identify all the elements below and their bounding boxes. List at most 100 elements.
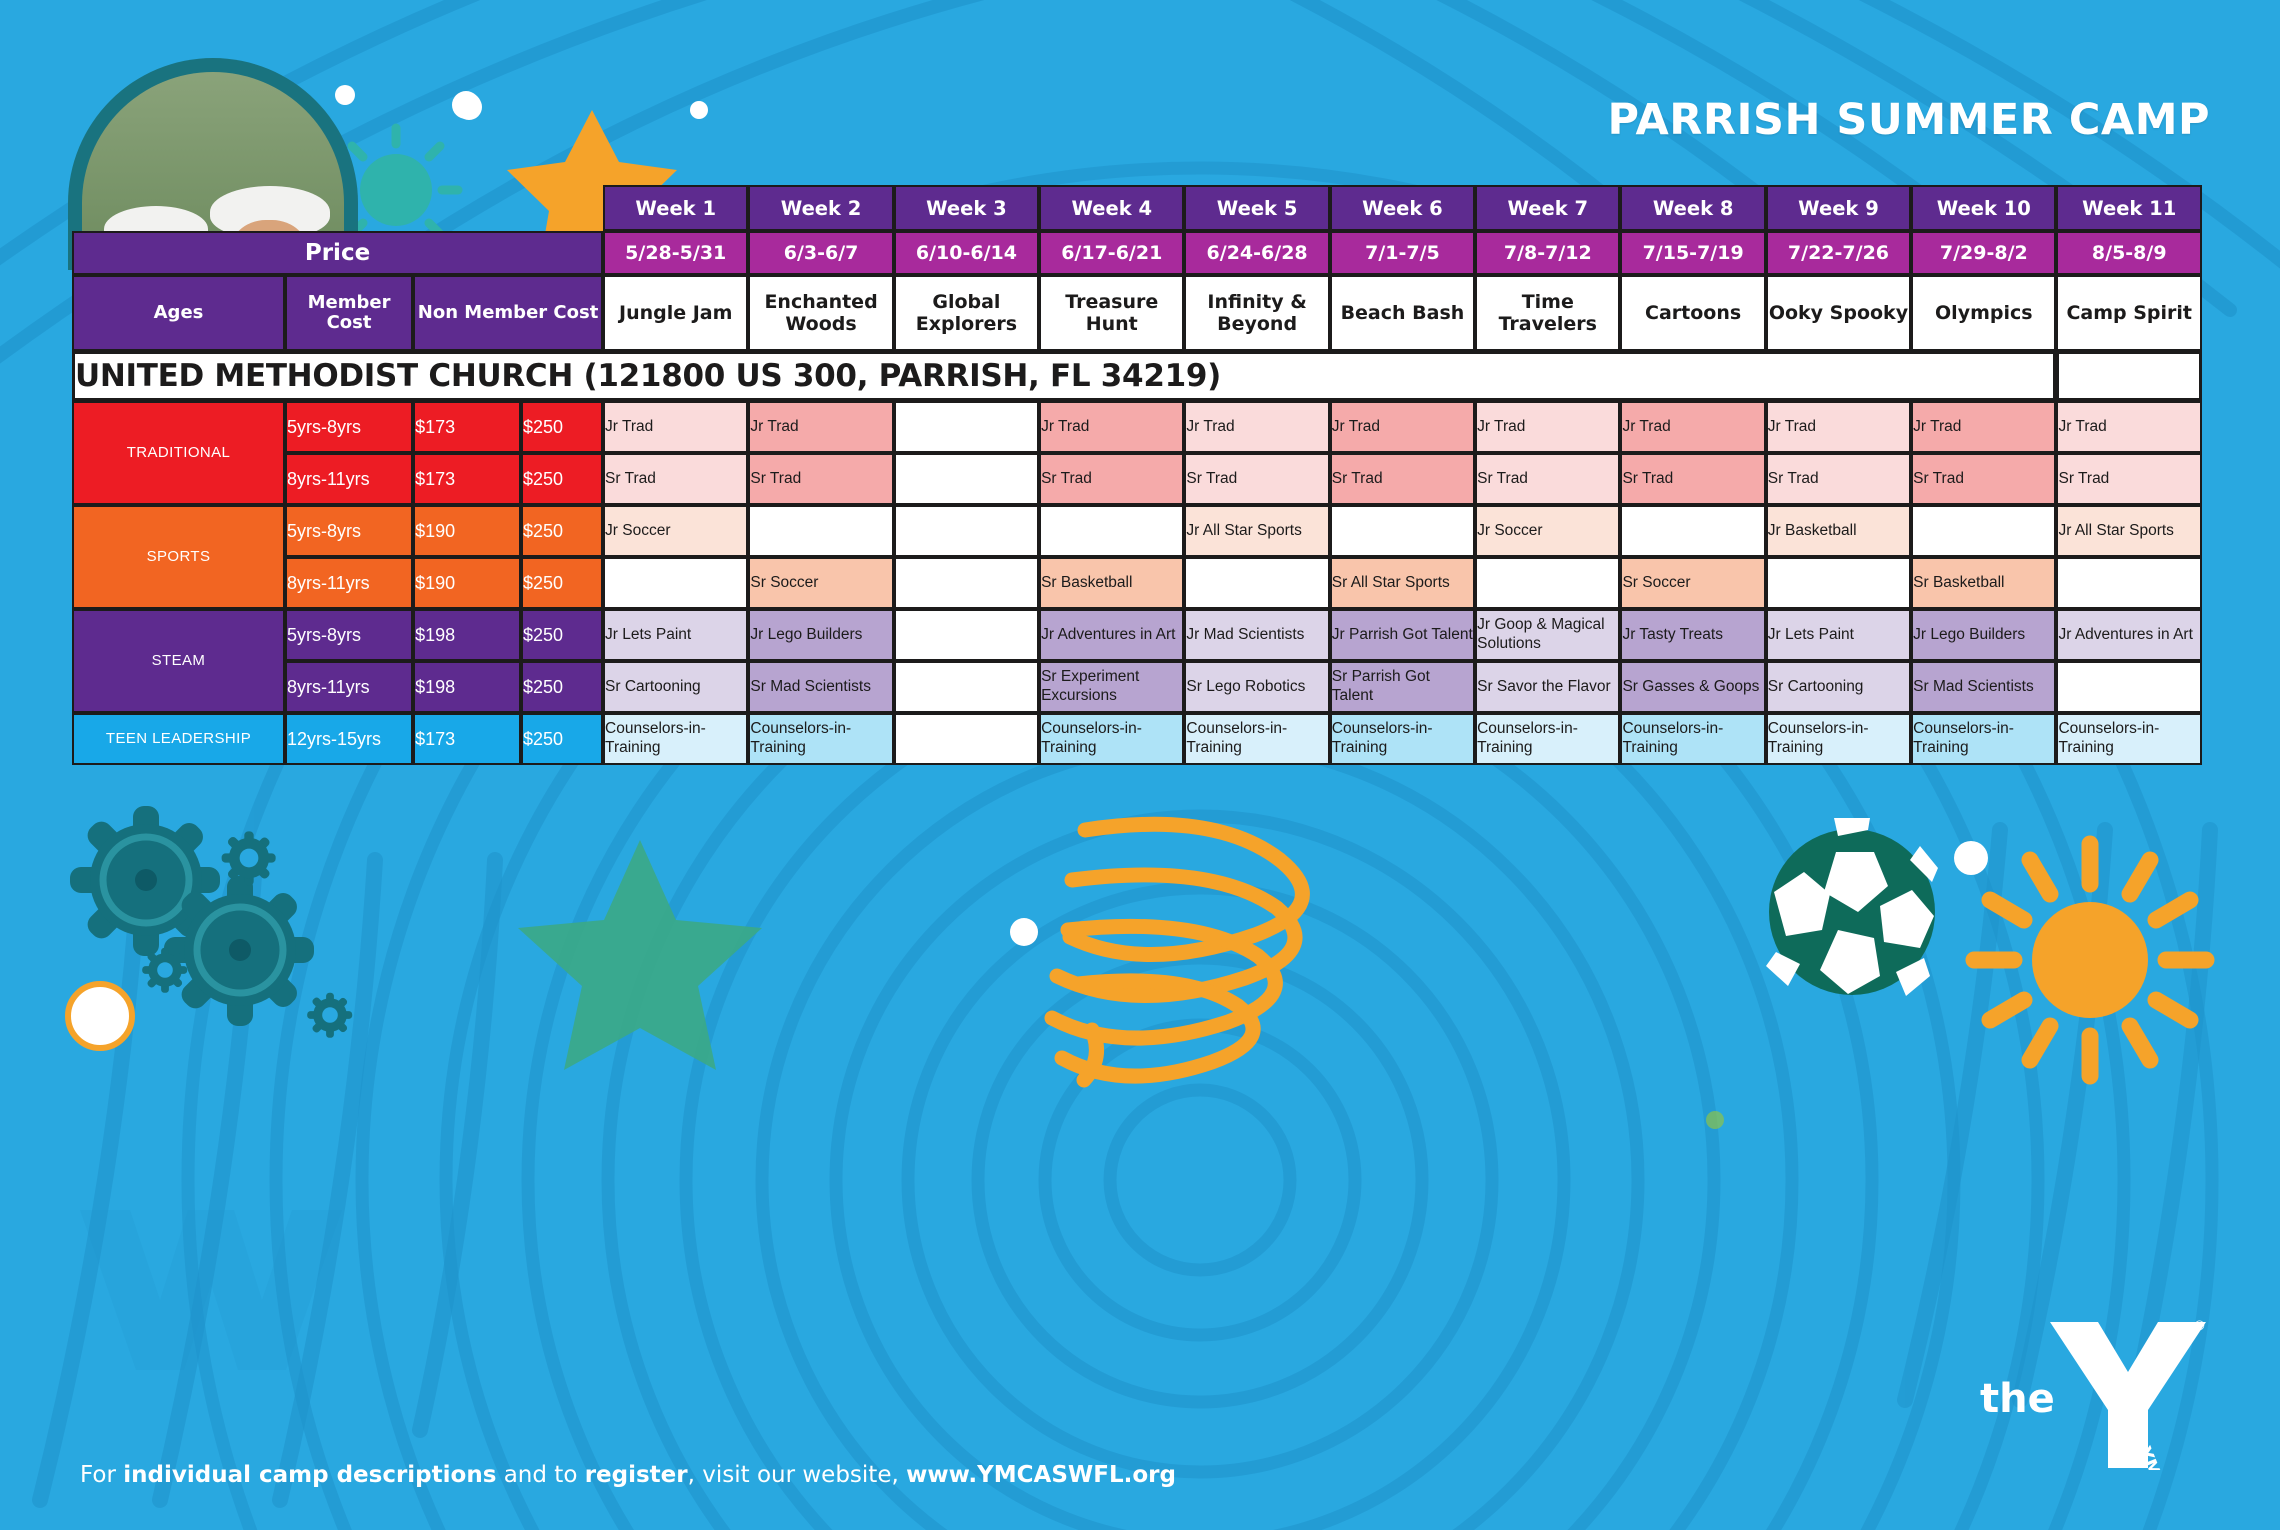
- program-cell[interactable]: Sr Basketball: [1911, 557, 2057, 609]
- program-cell[interactable]: Jr Lets Paint: [1765, 609, 1912, 661]
- program-cell[interactable]: Sr Trad: [1039, 453, 1185, 505]
- program-cell[interactable]: Sr Trad: [1765, 453, 1912, 505]
- program-cell[interactable]: Jr Trad: [1765, 401, 1912, 453]
- program-cell[interactable]: Jr Lego Builders: [1911, 609, 2057, 661]
- program-cell[interactable]: Jr Trad: [748, 401, 894, 453]
- footer-note: For individual camp descriptions and to …: [80, 1462, 1176, 1488]
- program-cell[interactable]: Sr Cartooning: [603, 661, 749, 713]
- program-cell[interactable]: Jr Mad Scientists: [1184, 609, 1330, 661]
- program-cell[interactable]: [2056, 557, 2202, 609]
- program-cell[interactable]: Sr Trad: [603, 453, 749, 505]
- program-cell[interactable]: Sr Trad: [1329, 453, 1476, 505]
- non-member-cost-cell: $250: [521, 609, 604, 661]
- price-header: Price: [72, 231, 604, 275]
- program-cell[interactable]: Counselors-in-Training: [1475, 713, 1621, 765]
- non-member-cost-cell: $250: [521, 661, 604, 713]
- program-cell[interactable]: [893, 505, 1040, 557]
- program-cell[interactable]: [1184, 557, 1330, 609]
- program-cell[interactable]: Sr All Star Sports: [1329, 557, 1476, 609]
- member-cost-cell: $190: [413, 557, 522, 609]
- program-cell[interactable]: Sr Cartooning: [1765, 661, 1912, 713]
- footer-website-link[interactable]: www.YMCASWFL.org: [906, 1462, 1176, 1488]
- program-cell[interactable]: [2056, 661, 2202, 713]
- week-dates-8: 7/15-7/19: [1620, 231, 1766, 275]
- program-cell[interactable]: Jr Goop & Magical Solutions: [1475, 609, 1621, 661]
- program-cell[interactable]: Jr Soccer: [603, 505, 749, 557]
- table-row: TRADITIONAL 5yrs-8yrs $173 $250 Jr Trad Jr Tr…: [72, 401, 2202, 505]
- program-cell[interactable]: Jr Adventures in Art: [1039, 609, 1185, 661]
- program-cell[interactable]: Jr Adventures in Art: [2056, 609, 2202, 661]
- program-cell[interactable]: Sr Lego Robotics: [1184, 661, 1330, 713]
- program-cell[interactable]: Sr Experiment Excursions: [1039, 661, 1185, 713]
- program-cell[interactable]: Sr Mad Scientists: [748, 661, 894, 713]
- program-cell[interactable]: Sr Soccer: [748, 557, 894, 609]
- program-cell[interactable]: [1911, 505, 2057, 557]
- gear-icon: [70, 806, 353, 1038]
- week-dates-11: 8/5-8/9: [2056, 231, 2202, 275]
- non-member-cost-cell: $250: [521, 505, 604, 557]
- dot-decoration: [1706, 1111, 1724, 1129]
- program-cell[interactable]: Jr Basketball: [1765, 505, 1912, 557]
- week-dates-row: Price 5/28-5/31 6/3-6/7 6/10-6/14 6/17-6/21 6…: [72, 231, 2202, 275]
- program-cell[interactable]: Sr Basketball: [1039, 557, 1185, 609]
- program-cell[interactable]: Jr Trad: [1911, 401, 2057, 453]
- program-cell[interactable]: Counselors-in-Training: [1911, 713, 2057, 765]
- program-cell[interactable]: Counselors-in-Training: [748, 713, 894, 765]
- age-range-cell: 5yrs-8yrs: [285, 609, 414, 661]
- dot-decoration: [452, 91, 480, 119]
- week-theme-7: Time Travelers: [1475, 275, 1621, 351]
- program-cell[interactable]: [893, 453, 1040, 505]
- program-cell[interactable]: Sr Gasses & Goops: [1620, 661, 1766, 713]
- program-cell[interactable]: Sr Trad: [1911, 453, 2057, 505]
- program-cell[interactable]: Jr Lets Paint: [603, 609, 749, 661]
- week-header-2: Week 2: [748, 185, 894, 231]
- program-cell[interactable]: Sr Trad: [748, 453, 894, 505]
- program-cell[interactable]: Jr Soccer: [1475, 505, 1621, 557]
- program-cell[interactable]: Jr Lego Builders: [748, 609, 894, 661]
- program-cell[interactable]: [748, 505, 894, 557]
- program-cell[interactable]: Counselors-in-Training: [1039, 713, 1185, 765]
- program-cell[interactable]: [1329, 505, 1476, 557]
- program-cell[interactable]: Sr Trad: [1620, 453, 1766, 505]
- program-cell[interactable]: [893, 401, 1040, 453]
- program-cell[interactable]: Sr Savor the Flavor: [1475, 661, 1621, 713]
- program-cell[interactable]: Counselors-in-Training: [1329, 713, 1476, 765]
- program-cell[interactable]: [893, 661, 1040, 713]
- program-cell[interactable]: Counselors-in-Training: [603, 713, 749, 765]
- program-cell[interactable]: [893, 713, 1040, 765]
- program-cell[interactable]: Jr All Star Sports: [2056, 505, 2202, 557]
- program-cell[interactable]: [1475, 557, 1621, 609]
- program-cell[interactable]: Sr Trad: [1475, 453, 1621, 505]
- program-cell[interactable]: Jr Trad: [1329, 401, 1476, 453]
- program-cell[interactable]: [1039, 505, 1185, 557]
- program-cell[interactable]: Counselors-in-Training: [1620, 713, 1766, 765]
- program-cell[interactable]: Jr Tasty Treats: [1620, 609, 1766, 661]
- program-cell[interactable]: [1620, 505, 1766, 557]
- program-cell[interactable]: [893, 609, 1040, 661]
- program-cell[interactable]: Sr Parrish Got Talent: [1329, 661, 1476, 713]
- program-cell[interactable]: Jr All Star Sports: [1184, 505, 1330, 557]
- program-cell[interactable]: [893, 557, 1040, 609]
- program-cell[interactable]: Jr Trad: [1475, 401, 1621, 453]
- program-cell[interactable]: Jr Trad: [1039, 401, 1185, 453]
- non-member-cost-cell: $250: [521, 713, 604, 765]
- non-member-cost-header: Non Member Cost: [413, 275, 604, 351]
- week-dates-10: 7/29-8/2: [1911, 231, 2057, 275]
- program-cell[interactable]: [1765, 557, 1912, 609]
- program-cell[interactable]: Sr Mad Scientists: [1911, 661, 2057, 713]
- location-banner: UNITED METHODIST CHURCH (121800 US 300, …: [72, 351, 2057, 401]
- program-cell[interactable]: Jr Trad: [603, 401, 749, 453]
- week-header-6: Week 6: [1329, 185, 1476, 231]
- program-cell[interactable]: Jr Trad: [2056, 401, 2202, 453]
- program-cell[interactable]: Sr Trad: [1184, 453, 1330, 505]
- week-theme-9: Ooky Spooky: [1765, 275, 1912, 351]
- program-cell[interactable]: [603, 557, 749, 609]
- program-cell[interactable]: Jr Trad: [1620, 401, 1766, 453]
- program-cell[interactable]: Sr Trad: [2056, 453, 2202, 505]
- program-cell[interactable]: Counselors-in-Training: [2056, 713, 2202, 765]
- program-cell[interactable]: Jr Parrish Got Talent: [1329, 609, 1476, 661]
- program-cell[interactable]: Jr Trad: [1184, 401, 1330, 453]
- program-cell[interactable]: Counselors-in-Training: [1184, 713, 1330, 765]
- program-cell[interactable]: Sr Soccer: [1620, 557, 1766, 609]
- program-cell[interactable]: Counselors-in-Training: [1765, 713, 1912, 765]
